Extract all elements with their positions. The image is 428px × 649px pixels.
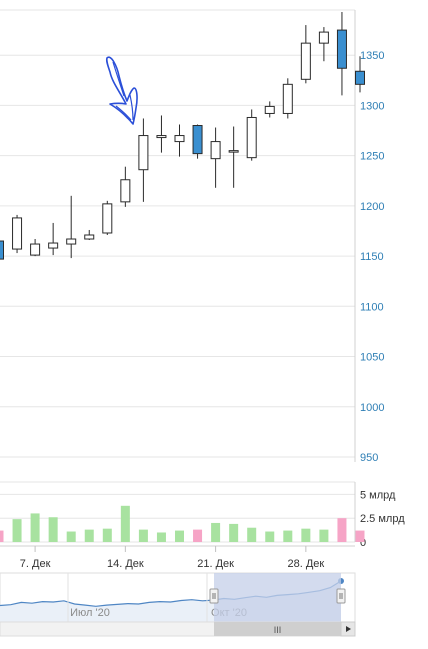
candle-body: [355, 70, 365, 85]
volume-tick-label: 2.5 млрд: [360, 513, 405, 525]
volume-bar: [193, 529, 203, 542]
volume-tick-label: 0: [360, 537, 366, 549]
candlestick-series: [0, 12, 365, 260]
candle-body: [300, 42, 311, 80]
volume-bar: [66, 531, 76, 542]
candle-body: [120, 179, 131, 203]
scrollbar-thumb[interactable]: [214, 622, 341, 636]
volume-tick-label: 5 млрд: [360, 489, 396, 501]
candle-body: [246, 116, 257, 159]
date-tick-label: 7. Дек: [20, 558, 51, 570]
price-tick-label: 1150: [360, 251, 384, 263]
date-axis: 7. Дек 14. Дек 21. Дек 28. Дек: [0, 545, 355, 570]
price-tick-label: 1200: [360, 201, 384, 213]
volume-bar: [319, 529, 329, 542]
candle-body: [282, 83, 293, 114]
volume-bar: [355, 530, 365, 542]
volume-series: [0, 505, 365, 542]
candle-body: [0, 240, 4, 260]
candle-body: [228, 150, 239, 153]
volume-bar: [301, 528, 311, 542]
candle-body: [12, 217, 23, 250]
candle-body: [210, 141, 221, 160]
candle-body: [264, 105, 275, 114]
candle-body: [138, 135, 149, 171]
candle-body: [102, 203, 113, 234]
candle-body: [318, 31, 329, 44]
candle-body: [48, 242, 59, 249]
candle-body: [192, 125, 203, 155]
price-tick-label: 950: [360, 452, 378, 464]
price-gridlines: [0, 9, 355, 458]
price-tick-label: 1000: [360, 402, 384, 414]
volume-bar: [229, 523, 239, 542]
navigator-selection: [214, 573, 341, 622]
date-tick-label: 14. Дек: [107, 558, 144, 570]
candle-body: [336, 29, 347, 69]
volume-bar: [156, 532, 166, 542]
price-axis: 950 1000 1050 1100 1150 1200 1250 1300 1350: [354, 10, 384, 464]
volume-axis: 0 2.5 млрд 5 млрд: [354, 482, 405, 549]
candle-body: [174, 135, 185, 143]
arrow-annotation-strokes: [112, 61, 134, 121]
price-tick-label: 1250: [360, 151, 384, 163]
scrollbar-grip-label: III: [274, 625, 282, 635]
candle-body: [66, 238, 77, 245]
volume-bar: [247, 527, 257, 542]
arrow-annotation-outline: [105, 56, 138, 125]
volume-bar: [211, 522, 221, 542]
date-tick-label: 21. Дек: [197, 558, 234, 570]
price-tick-label: 1350: [360, 50, 384, 62]
volume-bar: [283, 530, 293, 542]
volume-bar: [120, 505, 130, 542]
price-tick-label: 1050: [360, 352, 384, 364]
date-tick-label: 28. Дек: [287, 558, 324, 570]
volume-bar: [337, 518, 347, 542]
chevron-right-icon: [346, 626, 351, 632]
price-tick-label: 1300: [360, 100, 384, 112]
candle-body: [30, 243, 41, 256]
volume-bar: [48, 517, 58, 542]
volume-bar: [30, 513, 40, 542]
candle-body: [84, 234, 95, 240]
volume-bar: [265, 531, 275, 542]
volume-bar: [12, 519, 22, 542]
navigator-tick-label: Июл '20: [70, 607, 110, 619]
price-tick-label: 1100: [360, 301, 384, 313]
navigator-handle-left[interactable]: [209, 588, 219, 604]
volume-bar: [102, 528, 112, 542]
candle-body: [156, 135, 167, 139]
volume-bar: [138, 529, 148, 542]
volume-bar: [84, 529, 94, 542]
volume-bar: [0, 530, 4, 542]
navigator-handle-right[interactable]: [336, 588, 346, 604]
arrow-annotation: [105, 56, 138, 125]
volume-bar: [175, 530, 184, 542]
